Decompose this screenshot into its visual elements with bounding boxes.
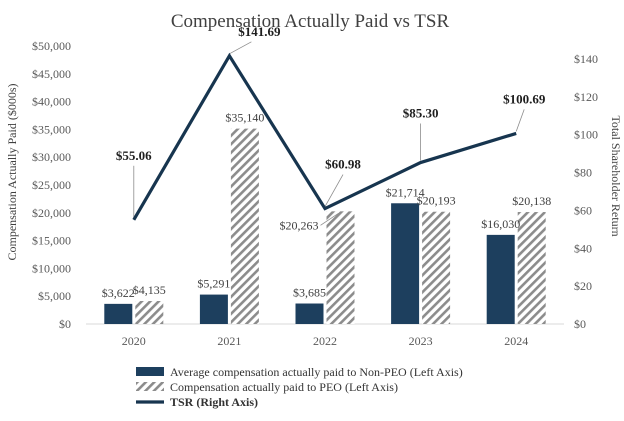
tsr-data-label: $60.98 (325, 157, 361, 172)
tsr-data-label: $55.06 (116, 148, 152, 163)
y2-tick-label: $60 (574, 203, 592, 217)
bar-label-non-peo: $5,291 (197, 277, 230, 291)
y2-tick-label: $0 (574, 317, 586, 331)
bar-non-peo (486, 234, 515, 324)
bar-label-non-peo: $21,714 (386, 185, 425, 199)
y2-tick-label: $80 (574, 166, 592, 180)
tsr-line (132, 52, 517, 221)
bar-label-peo: $20,263 (280, 218, 319, 232)
tsr-leader-line (229, 41, 252, 55)
y2-tick-label: $40 (574, 241, 592, 255)
y-tick-label: $0 (59, 317, 71, 331)
y-tick-label: $25,000 (32, 178, 71, 192)
y-tick-label: $30,000 (32, 150, 71, 164)
bar-non-peo (104, 303, 133, 324)
y-tick-label: $35,000 (32, 122, 71, 136)
bar-label-non-peo: $16,030 (481, 217, 520, 231)
tsr-leader-line (324, 174, 344, 207)
bar-peo (230, 128, 259, 324)
leader-line (320, 213, 339, 226)
bar-peo (326, 211, 355, 324)
legend-swatch-non-peo (136, 367, 164, 376)
y2-tick-label: $20 (574, 279, 592, 293)
bar-non-peo (391, 203, 420, 324)
bar-label-peo: $20,138 (512, 194, 551, 208)
y-axis-title: Compensation Actually Paid ($000s) (5, 84, 19, 261)
tsr-data-label: $85.30 (403, 106, 439, 121)
y2-axis-title: Total Shareholder Return (609, 115, 623, 236)
legend-label-tsr: TSR (Right Axis) (170, 395, 258, 409)
bar-label-non-peo: $3,622 (102, 286, 135, 300)
bar-label-peo: $4,135 (133, 283, 166, 297)
chart-title: Compensation Actually Paid vs TSR (171, 11, 450, 32)
y2-tick-label: $100 (574, 128, 598, 142)
y-tick-label: $10,000 (32, 261, 71, 275)
x-tick-label: 2024 (504, 334, 528, 348)
x-tick-label: 2021 (217, 334, 241, 348)
bar-label-peo: $20,193 (417, 194, 456, 208)
bar-peo (517, 212, 546, 324)
tsr-data-label: $100.69 (503, 91, 546, 106)
y2-tick-label: $120 (574, 90, 598, 104)
tsr-leader-line (515, 109, 525, 132)
bar-non-peo (295, 303, 324, 324)
y-tick-label: $50,000 (32, 39, 71, 53)
y2-tick-label: $140 (574, 52, 598, 66)
bar-non-peo (199, 294, 228, 324)
y-tick-label: $40,000 (32, 95, 71, 109)
bar-peo (422, 211, 451, 324)
bar-label-peo: $35,140 (225, 111, 264, 125)
tsr-data-label: $141.69 (238, 24, 281, 39)
y-tick-label: $5,000 (38, 289, 71, 303)
x-tick-label: 2022 (313, 334, 337, 348)
legend-swatch-peo (136, 382, 164, 391)
legend-label-peo: Compensation actually paid to PEO (Left … (170, 380, 398, 394)
x-tick-label: 2020 (122, 334, 146, 348)
y-tick-label: $20,000 (32, 206, 71, 220)
y-tick-label: $15,000 (32, 234, 71, 248)
y-tick-label: $45,000 (32, 67, 71, 81)
bar-label-non-peo: $3,685 (293, 286, 326, 300)
x-tick-label: 2023 (409, 334, 433, 348)
legend-label-non-peo: Average compensation actually paid to No… (170, 365, 463, 379)
bar-peo (135, 301, 164, 324)
